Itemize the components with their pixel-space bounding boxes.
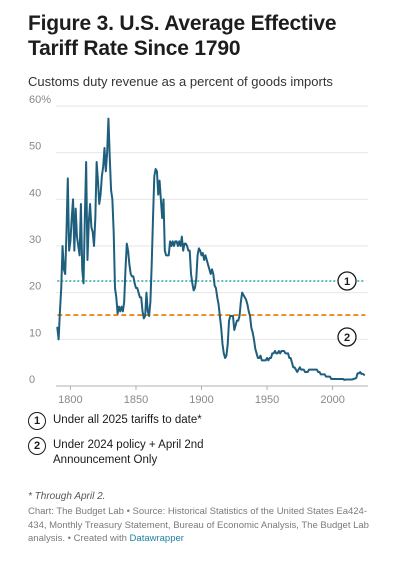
legend-marker-2: 2 bbox=[28, 437, 46, 455]
legend-label-1: Under all 2025 tariffs to date* bbox=[53, 414, 202, 426]
source-text: Chart: The Budget Lab • Source: Historic… bbox=[28, 506, 369, 544]
legend: 1 Under all 2025 tariffs to date* 2 Unde… bbox=[28, 412, 368, 475]
x-tick-label-1900: 1900 bbox=[189, 394, 213, 404]
footnote: * Through April 2. bbox=[28, 491, 106, 502]
y-tick-label-50: 50 bbox=[29, 141, 41, 153]
legend-marker-1: 1 bbox=[28, 412, 46, 430]
tariff-rate-chart: 0 10 20 30 40 50 60% 1800 1850 1900 1950 2000 1 2 bbox=[29, 94, 368, 404]
datawrapper-link[interactable]: Datawrapper bbox=[129, 533, 184, 544]
x-tick-label-2000: 2000 bbox=[320, 394, 344, 404]
chart-subtitle: Customs duty revenue as a percent of goo… bbox=[28, 74, 333, 89]
chart-title: Figure 3. U.S. Average Effective Tariff … bbox=[28, 12, 337, 60]
source-note: Chart: The Budget Lab • Source: Historic… bbox=[28, 505, 378, 546]
marker-circle-2 bbox=[337, 327, 357, 347]
marker-label-2: 2 bbox=[344, 332, 350, 344]
legend-item-2: 2 Under 2024 policy + April 2nd Announce… bbox=[28, 437, 368, 468]
y-tick-label-40: 40 bbox=[29, 187, 41, 199]
series-line-tariff-rate bbox=[56, 117, 366, 381]
y-tick-label-30: 30 bbox=[29, 234, 41, 246]
x-tick-label-1800: 1800 bbox=[58, 394, 82, 404]
y-tick-label-20: 20 bbox=[29, 281, 41, 293]
y-tick-label-60: 60% bbox=[29, 94, 51, 106]
x-tick-label-1950: 1950 bbox=[255, 394, 279, 404]
marker-label-1: 1 bbox=[344, 276, 350, 288]
marker-circle-1 bbox=[337, 271, 357, 291]
y-tick-label-0: 0 bbox=[29, 374, 35, 386]
y-tick-label-10: 10 bbox=[29, 327, 41, 339]
legend-item-1: 1 Under all 2025 tariffs to date* bbox=[28, 412, 368, 430]
legend-label-2: Under 2024 policy + April 2nd Announceme… bbox=[53, 439, 204, 466]
x-tick-label-1850: 1850 bbox=[124, 394, 148, 404]
